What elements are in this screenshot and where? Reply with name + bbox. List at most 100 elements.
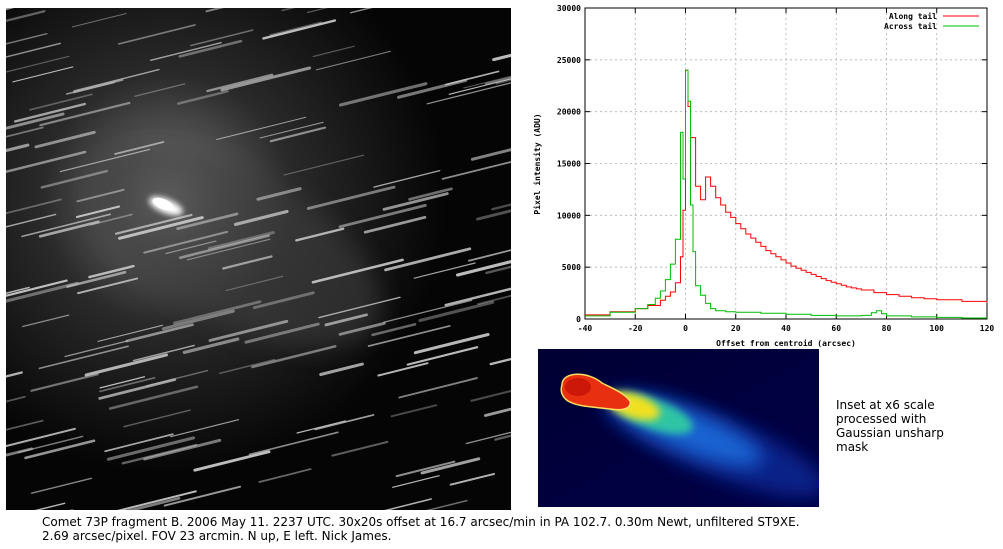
star-trail	[306, 185, 396, 210]
star-trail	[6, 281, 79, 303]
star-trail	[30, 477, 93, 494]
star-trail	[34, 502, 66, 510]
star-trail	[39, 101, 131, 127]
y-tick-label: 0	[576, 315, 581, 324]
x-tick-label: 100	[930, 324, 945, 333]
star-trail	[392, 475, 440, 488]
star-trail	[306, 8, 328, 14]
star-trail	[178, 39, 243, 58]
star-trail	[426, 499, 468, 510]
star-trail	[465, 431, 511, 445]
star-trail	[420, 457, 481, 475]
star-trail	[66, 270, 127, 288]
star-trail	[259, 121, 324, 139]
star-trail	[373, 169, 441, 188]
star-trail	[324, 313, 368, 327]
star-trail	[377, 362, 429, 377]
star-trail	[6, 198, 62, 215]
star-trail	[384, 247, 472, 272]
star-trail	[312, 45, 355, 58]
star-trail	[6, 112, 65, 130]
star-trail	[216, 116, 307, 140]
star-trail	[76, 188, 125, 203]
legend-label: Along tail	[889, 11, 937, 21]
star-trail	[314, 414, 375, 431]
x-tick-label: 40	[781, 324, 791, 333]
comet-inset-image	[538, 349, 819, 507]
star-trail	[6, 126, 44, 138]
star-trail	[244, 322, 320, 344]
star-trail	[350, 8, 373, 14]
star-trail	[251, 345, 337, 369]
series-line-across-tail	[585, 69, 987, 319]
star-trail	[59, 148, 151, 173]
star-trail	[338, 82, 428, 107]
star-trail	[383, 299, 473, 323]
star-trail	[484, 76, 511, 85]
star-trail	[441, 160, 511, 180]
star-trail	[106, 436, 196, 461]
star-trail	[176, 90, 229, 105]
star-trail	[367, 325, 451, 347]
star-trail	[408, 187, 453, 201]
star-trail	[220, 66, 312, 92]
star-trail	[382, 192, 449, 211]
star-trail	[491, 203, 511, 211]
star-trail	[315, 50, 391, 71]
star-trail	[125, 323, 194, 343]
series-lines	[585, 69, 988, 319]
star-trail	[72, 13, 127, 28]
star-trail	[172, 300, 262, 325]
star-trail	[73, 68, 160, 92]
star-trail	[17, 435, 84, 454]
y-tick-label: 30000	[557, 4, 581, 13]
star-trail	[413, 333, 490, 355]
gridlines	[585, 8, 987, 319]
y-axis-label: Pixel intensity (ADU)	[532, 113, 542, 214]
y-tick-label: 25000	[557, 56, 581, 65]
star-trail	[6, 150, 87, 173]
star-trail	[170, 419, 240, 438]
star-trail	[117, 24, 196, 45]
x-tick-label: 20	[731, 324, 741, 333]
star-trail	[163, 485, 242, 507]
star-trail	[118, 216, 204, 240]
star-trail	[6, 213, 57, 228]
star-trail	[371, 323, 417, 337]
star-trail	[318, 296, 401, 319]
star-trail	[406, 346, 479, 366]
star-trail	[182, 337, 240, 354]
star-trail	[98, 378, 177, 400]
y-axis-ticks: 0 5000 10000 15000 20000 25000 30000	[557, 4, 987, 324]
star-trail	[262, 19, 337, 40]
star-trail	[6, 395, 26, 403]
star-trail	[114, 213, 193, 235]
star-trail	[311, 258, 404, 284]
star-trail	[295, 227, 345, 242]
star-trail	[470, 148, 511, 161]
star-trail	[489, 357, 511, 366]
star-trail	[384, 498, 432, 510]
star-trail	[6, 42, 62, 58]
star-trail	[6, 279, 68, 297]
star-trail	[426, 82, 511, 105]
intensity-profile-chart: -40 -20 0 20 40 60 80 100 120 0 5000 10000 15000 200…	[532, 4, 994, 348]
star-trail	[269, 126, 327, 143]
star-trail	[99, 376, 146, 389]
star-trail	[470, 389, 511, 402]
legend-label: Across tail	[884, 21, 937, 31]
star-trail	[117, 490, 197, 510]
star-trail	[6, 427, 76, 448]
star-trail	[176, 212, 239, 231]
star-trail	[444, 287, 511, 307]
star-trail	[483, 407, 511, 417]
star-trail	[190, 29, 254, 47]
star-trail	[6, 143, 30, 153]
star-trail	[269, 21, 323, 37]
star-trail	[206, 73, 274, 93]
star-trail	[178, 234, 270, 259]
series-line-along-tail	[585, 69, 988, 316]
x-tick-label: 0	[683, 324, 688, 333]
star-trail	[143, 230, 229, 254]
star-trail	[22, 314, 70, 328]
